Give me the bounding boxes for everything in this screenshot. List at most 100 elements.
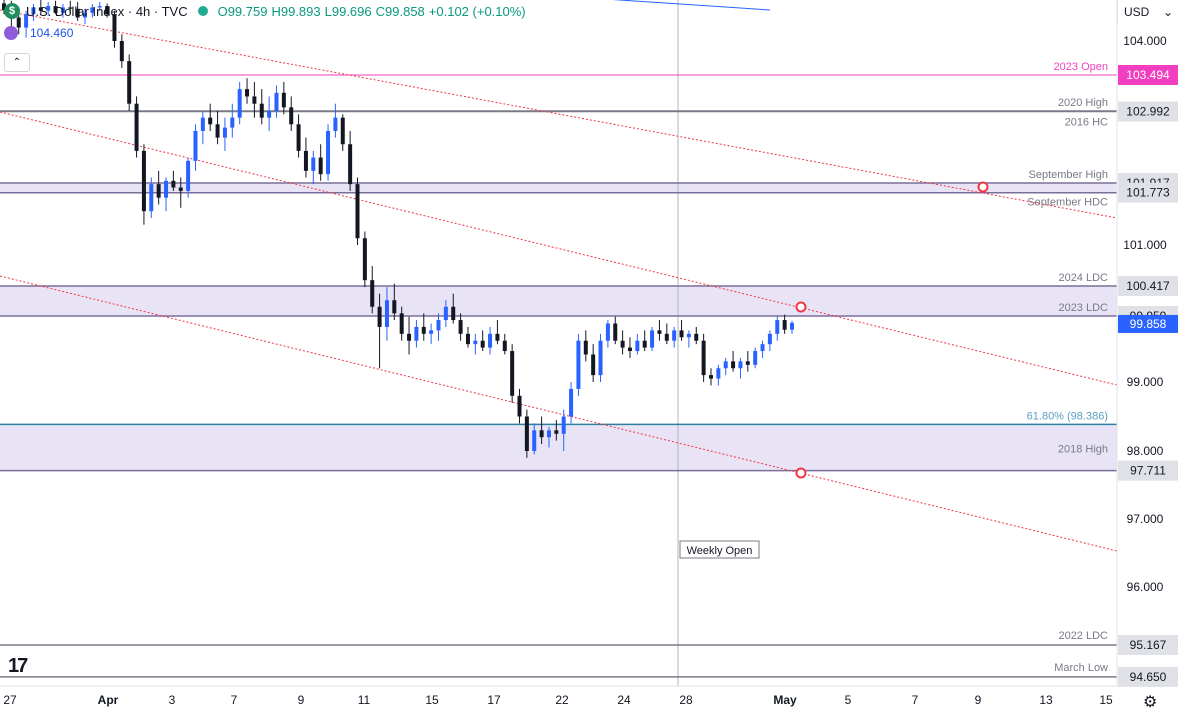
candle-101: [745, 351, 750, 372]
candle-100: [738, 357, 743, 379]
candle-body: [289, 107, 294, 125]
touch-marker-1[interactable]: [977, 181, 989, 193]
level-label-7: 61.80% (98.386): [1027, 410, 1108, 422]
time-axis[interactable]: [0, 686, 1179, 710]
candle-10: [75, 2, 80, 21]
candle-9: [68, 0, 73, 13]
candle-body: [517, 395, 522, 417]
candle-82: [605, 320, 610, 348]
candle-20: [149, 177, 154, 218]
candle-body: [561, 416, 566, 434]
touch-marker-0[interactable]: [795, 301, 807, 313]
candle-85: [627, 337, 632, 358]
candle-57: [421, 313, 426, 341]
candle-body: [627, 347, 632, 352]
x-tick-13: 7: [912, 693, 919, 707]
candle-body: [31, 7, 36, 15]
price-label-10: 94.650: [1118, 666, 1178, 687]
candle-body: [613, 323, 618, 341]
candle-90: [664, 323, 669, 345]
candle-47: [348, 130, 353, 191]
candle-body: [186, 160, 191, 191]
candle-107: [790, 320, 794, 334]
tradingview-logo[interactable]: 17: [8, 655, 28, 677]
candle-body: [392, 300, 397, 314]
x-tick-9: 24: [617, 693, 631, 707]
candle-body: [414, 326, 419, 341]
y-tick-3: 98.000: [1127, 444, 1164, 458]
candle-32: [237, 81, 242, 125]
candle-24: [178, 177, 183, 208]
candle-body: [90, 7, 95, 13]
candle-body: [524, 416, 529, 451]
candle-72: [532, 423, 537, 455]
svg-text:95.167: 95.167: [1130, 638, 1167, 652]
candle-body: [105, 6, 110, 15]
candle-body: [281, 92, 286, 108]
candle-21: [156, 170, 161, 205]
svg-text:103.494: 103.494: [1126, 68, 1170, 82]
candle-77: [569, 382, 574, 424]
svg-text:99.858: 99.858: [1130, 317, 1167, 331]
dollar-icon: $: [4, 3, 20, 19]
collapse-legend-button[interactable]: ⌃: [4, 53, 30, 72]
candle-45: [333, 103, 338, 138]
candle-body: [539, 430, 544, 438]
candle-body: [164, 180, 169, 198]
candle-27: [200, 111, 205, 145]
candle-48: [355, 177, 360, 245]
chart-title[interactable]: U.S. Dollar Index · 4h · TVC: [26, 3, 188, 19]
level-label-3: September High: [1029, 169, 1109, 181]
candle-body: [311, 157, 316, 171]
candle-74: [546, 426, 551, 448]
candle-body: [532, 430, 537, 451]
candle-25: [186, 157, 191, 198]
candle-93: [686, 330, 691, 348]
candle-body: [767, 333, 772, 345]
candle-body: [576, 340, 581, 389]
indicator-icon[interactable]: [4, 26, 18, 40]
candle-49: [362, 231, 367, 288]
x-tick-5: 11: [358, 693, 371, 707]
candle-62: [458, 313, 463, 341]
candle-65: [480, 330, 485, 352]
x-tick-6: 15: [425, 693, 439, 707]
trendline-top: [612, 0, 771, 11]
candle-86: [635, 333, 640, 355]
price-label-5: 100.417: [1118, 276, 1178, 296]
candle-body: [333, 117, 338, 131]
candle-37: [274, 85, 279, 118]
candle-38: [281, 81, 286, 115]
candle-94: [694, 326, 699, 345]
x-tick-8: 22: [555, 693, 569, 707]
touch-marker-2[interactable]: [795, 467, 807, 479]
candle-80: [591, 344, 596, 382]
candle-body: [495, 333, 500, 341]
candle-body: [348, 144, 353, 185]
candle-body: [38, 7, 43, 11]
candle-body: [178, 187, 183, 191]
gear-icon[interactable]: ⚙: [1143, 694, 1158, 711]
candle-55: [407, 316, 412, 355]
candle-body: [443, 306, 448, 321]
level-label-0: 2023 Open: [1054, 61, 1108, 73]
candle-14: [105, 3, 110, 18]
september-zone: [0, 183, 1117, 193]
candle-body: [635, 340, 640, 352]
candle-body: [708, 375, 713, 379]
candle-body: [83, 12, 88, 18]
candle-44: [326, 124, 331, 181]
candle-75: [554, 419, 559, 441]
candle-97: [716, 364, 721, 386]
candle-105: [775, 316, 780, 341]
candle-body: [53, 6, 58, 13]
currency-selector[interactable]: USD ⌄: [1117, 0, 1179, 24]
candle-body: [650, 330, 655, 348]
candle-body: [753, 351, 758, 365]
candle-18: [134, 96, 139, 158]
indicator-row: 104.460: [4, 26, 73, 40]
candle-body: [775, 320, 780, 334]
candle-98: [723, 357, 728, 376]
candle-3: [24, 10, 29, 38]
